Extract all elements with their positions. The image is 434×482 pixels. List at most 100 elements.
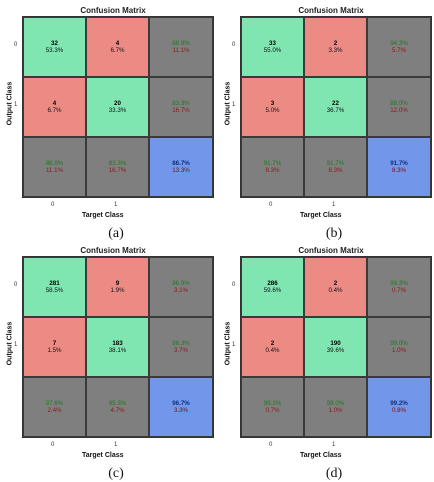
matrix-cell: 88.9% 11.1% (23, 137, 86, 197)
cell-correct-percent: 88.9% (45, 159, 64, 167)
cell-percent: 58.5% (45, 287, 64, 294)
cell-percent: 5.0% (265, 107, 280, 114)
cell-count: 33 (269, 39, 276, 47)
cell-correct-percent: 99.0% (326, 399, 345, 407)
cell-error-percent: 1.0% (328, 407, 343, 414)
matrix-grid: 33 55.0% 2 3.3% 94.3% 5.7% 3 5.0% 22 36.7% 88.0% 12… (240, 16, 432, 198)
cell-count: 22 (332, 99, 339, 107)
x-axis-label: Target Class (82, 212, 124, 219)
matrix-cell: 91.7% 8.3% (304, 137, 367, 197)
matrix-cell: 99.0% 1.0% (304, 377, 367, 437)
cell-error-percent: 8.3% (391, 167, 407, 174)
cell-count: 190 (330, 339, 341, 347)
matrix-cell: 88.9% 11.1% (149, 17, 213, 77)
matrix-cell: 99.0% 1.0% (367, 317, 431, 377)
cell-correct-percent: 99.3% (263, 399, 282, 407)
matrix-cell: 99.2% 0.8% (367, 377, 431, 437)
cell-correct-percent: 97.6% (45, 399, 64, 407)
cell-error-percent: 8.3% (265, 167, 280, 174)
matrix-cell: 99.3% 0.7% (367, 257, 431, 317)
cell-percent: 53.3% (45, 47, 64, 54)
cell-count: 20 (114, 99, 121, 107)
cell-correct-percent: 91.7% (390, 159, 408, 167)
chart-title: Confusion Matrix (298, 6, 364, 15)
cell-percent: 3.3% (328, 47, 343, 54)
cell-correct-percent: 96.3% (172, 339, 190, 347)
y-tick-label: 1 (14, 102, 18, 108)
cell-error-percent: 3.7% (173, 347, 189, 354)
x-tick-label: 1 (114, 442, 118, 448)
confusion-matrix-panel: Confusion Matrix 286 59.6% 2 0.4% 99.3% 0.7% 2 0… (222, 244, 434, 481)
cell-error-percent: 12.0% (390, 107, 408, 114)
confusion-matrix-panel: Confusion Matrix 33 55.0% 2 3.3% 94.3% 5.7% 3 5.… (222, 4, 434, 241)
cell-count: 4 (115, 39, 120, 47)
x-tick-label: 0 (51, 202, 55, 208)
matrix-cell: 2 0.4% (304, 257, 367, 317)
cell-percent: 38.1% (108, 347, 127, 354)
cell-percent: 0.4% (265, 347, 280, 354)
matrix-cell: 9 1.9% (86, 257, 149, 317)
cell-correct-percent: 91.7% (326, 159, 345, 167)
x-axis-label: Target Class (300, 212, 342, 219)
matrix-cell: 4 6.7% (23, 77, 86, 137)
cell-error-percent: 11.1% (172, 47, 190, 54)
matrix-cell: 183 38.1% (86, 317, 149, 377)
matrix-cell: 99.3% 0.7% (241, 377, 304, 437)
matrix-cell: 2 0.4% (241, 317, 304, 377)
y-tick-label: 1 (14, 342, 18, 348)
cell-percent: 55.0% (263, 47, 282, 54)
cell-error-percent: 2.4% (47, 407, 62, 414)
cell-correct-percent: 91.7% (263, 159, 282, 167)
cell-error-percent: 3.1% (173, 287, 189, 294)
y-tick-label: 0 (232, 282, 236, 288)
matrix-cell: 286 59.6% (241, 257, 304, 317)
cell-error-percent: 0.7% (391, 287, 407, 294)
x-tick-label: 0 (269, 202, 273, 208)
matrix-cell: 7 1.5% (23, 317, 86, 377)
cell-count: 32 (51, 39, 58, 47)
cell-percent: 59.6% (263, 287, 282, 294)
cell-correct-percent: 88.9% (172, 39, 190, 47)
matrix-cell: 33 55.0% (241, 17, 304, 77)
matrix-cell: 4 6.7% (86, 17, 149, 77)
cell-error-percent: 0.7% (265, 407, 280, 414)
cell-percent: 1.9% (110, 287, 125, 294)
matrix-cell: 96.9% 3.1% (149, 257, 213, 317)
x-tick-label: 1 (332, 202, 336, 208)
x-axis-label: Target Class (82, 452, 124, 459)
cell-error-percent: 11.1% (45, 167, 64, 174)
cell-error-percent: 0.8% (391, 407, 407, 414)
cell-count: 3 (270, 99, 275, 107)
matrix-cell: 96.3% 3.7% (149, 317, 213, 377)
cell-count: 7 (52, 339, 57, 347)
chart-title: Confusion Matrix (80, 246, 146, 255)
cell-correct-percent: 96.7% (172, 399, 190, 407)
matrix-cell: 32 53.3% (23, 17, 86, 77)
cell-correct-percent: 96.9% (172, 279, 190, 287)
cell-error-percent: 13.3% (172, 167, 190, 174)
cell-correct-percent: 95.3% (108, 399, 127, 407)
matrix-cell: 88.0% 12.0% (367, 77, 431, 137)
cell-correct-percent: 94.3% (390, 39, 408, 47)
cell-percent: 6.7% (110, 47, 125, 54)
matrix-cell: 94.3% 5.7% (367, 17, 431, 77)
chart-title: Confusion Matrix (80, 6, 146, 15)
confusion-matrix-panel: Confusion Matrix 32 53.3% 4 6.7% 88.9% 11.1% 4 6… (4, 4, 216, 241)
figure-caption: (d) (325, 466, 343, 481)
cell-correct-percent: 86.7% (172, 159, 190, 167)
matrix-cell: 83.3% 16.7% (86, 137, 149, 197)
matrix-cell: 95.3% 4.7% (86, 377, 149, 437)
cell-error-percent: 3.3% (173, 407, 189, 414)
figure-caption: (c) (108, 466, 124, 481)
cell-error-percent: 4.7% (110, 407, 125, 414)
matrix-cell: 2 3.3% (304, 17, 367, 77)
y-tick-label: 0 (14, 282, 18, 288)
cell-error-percent: 1.0% (391, 347, 407, 354)
matrix-cell: 22 36.7% (304, 77, 367, 137)
cell-percent: 36.7% (326, 107, 345, 114)
cell-error-percent: 16.7% (108, 167, 127, 174)
matrix-cell: 91.7% 8.3% (241, 137, 304, 197)
y-axis-label: Output Class (6, 321, 14, 366)
cell-count: 281 (49, 279, 60, 287)
cell-percent: 33.3% (108, 107, 127, 114)
